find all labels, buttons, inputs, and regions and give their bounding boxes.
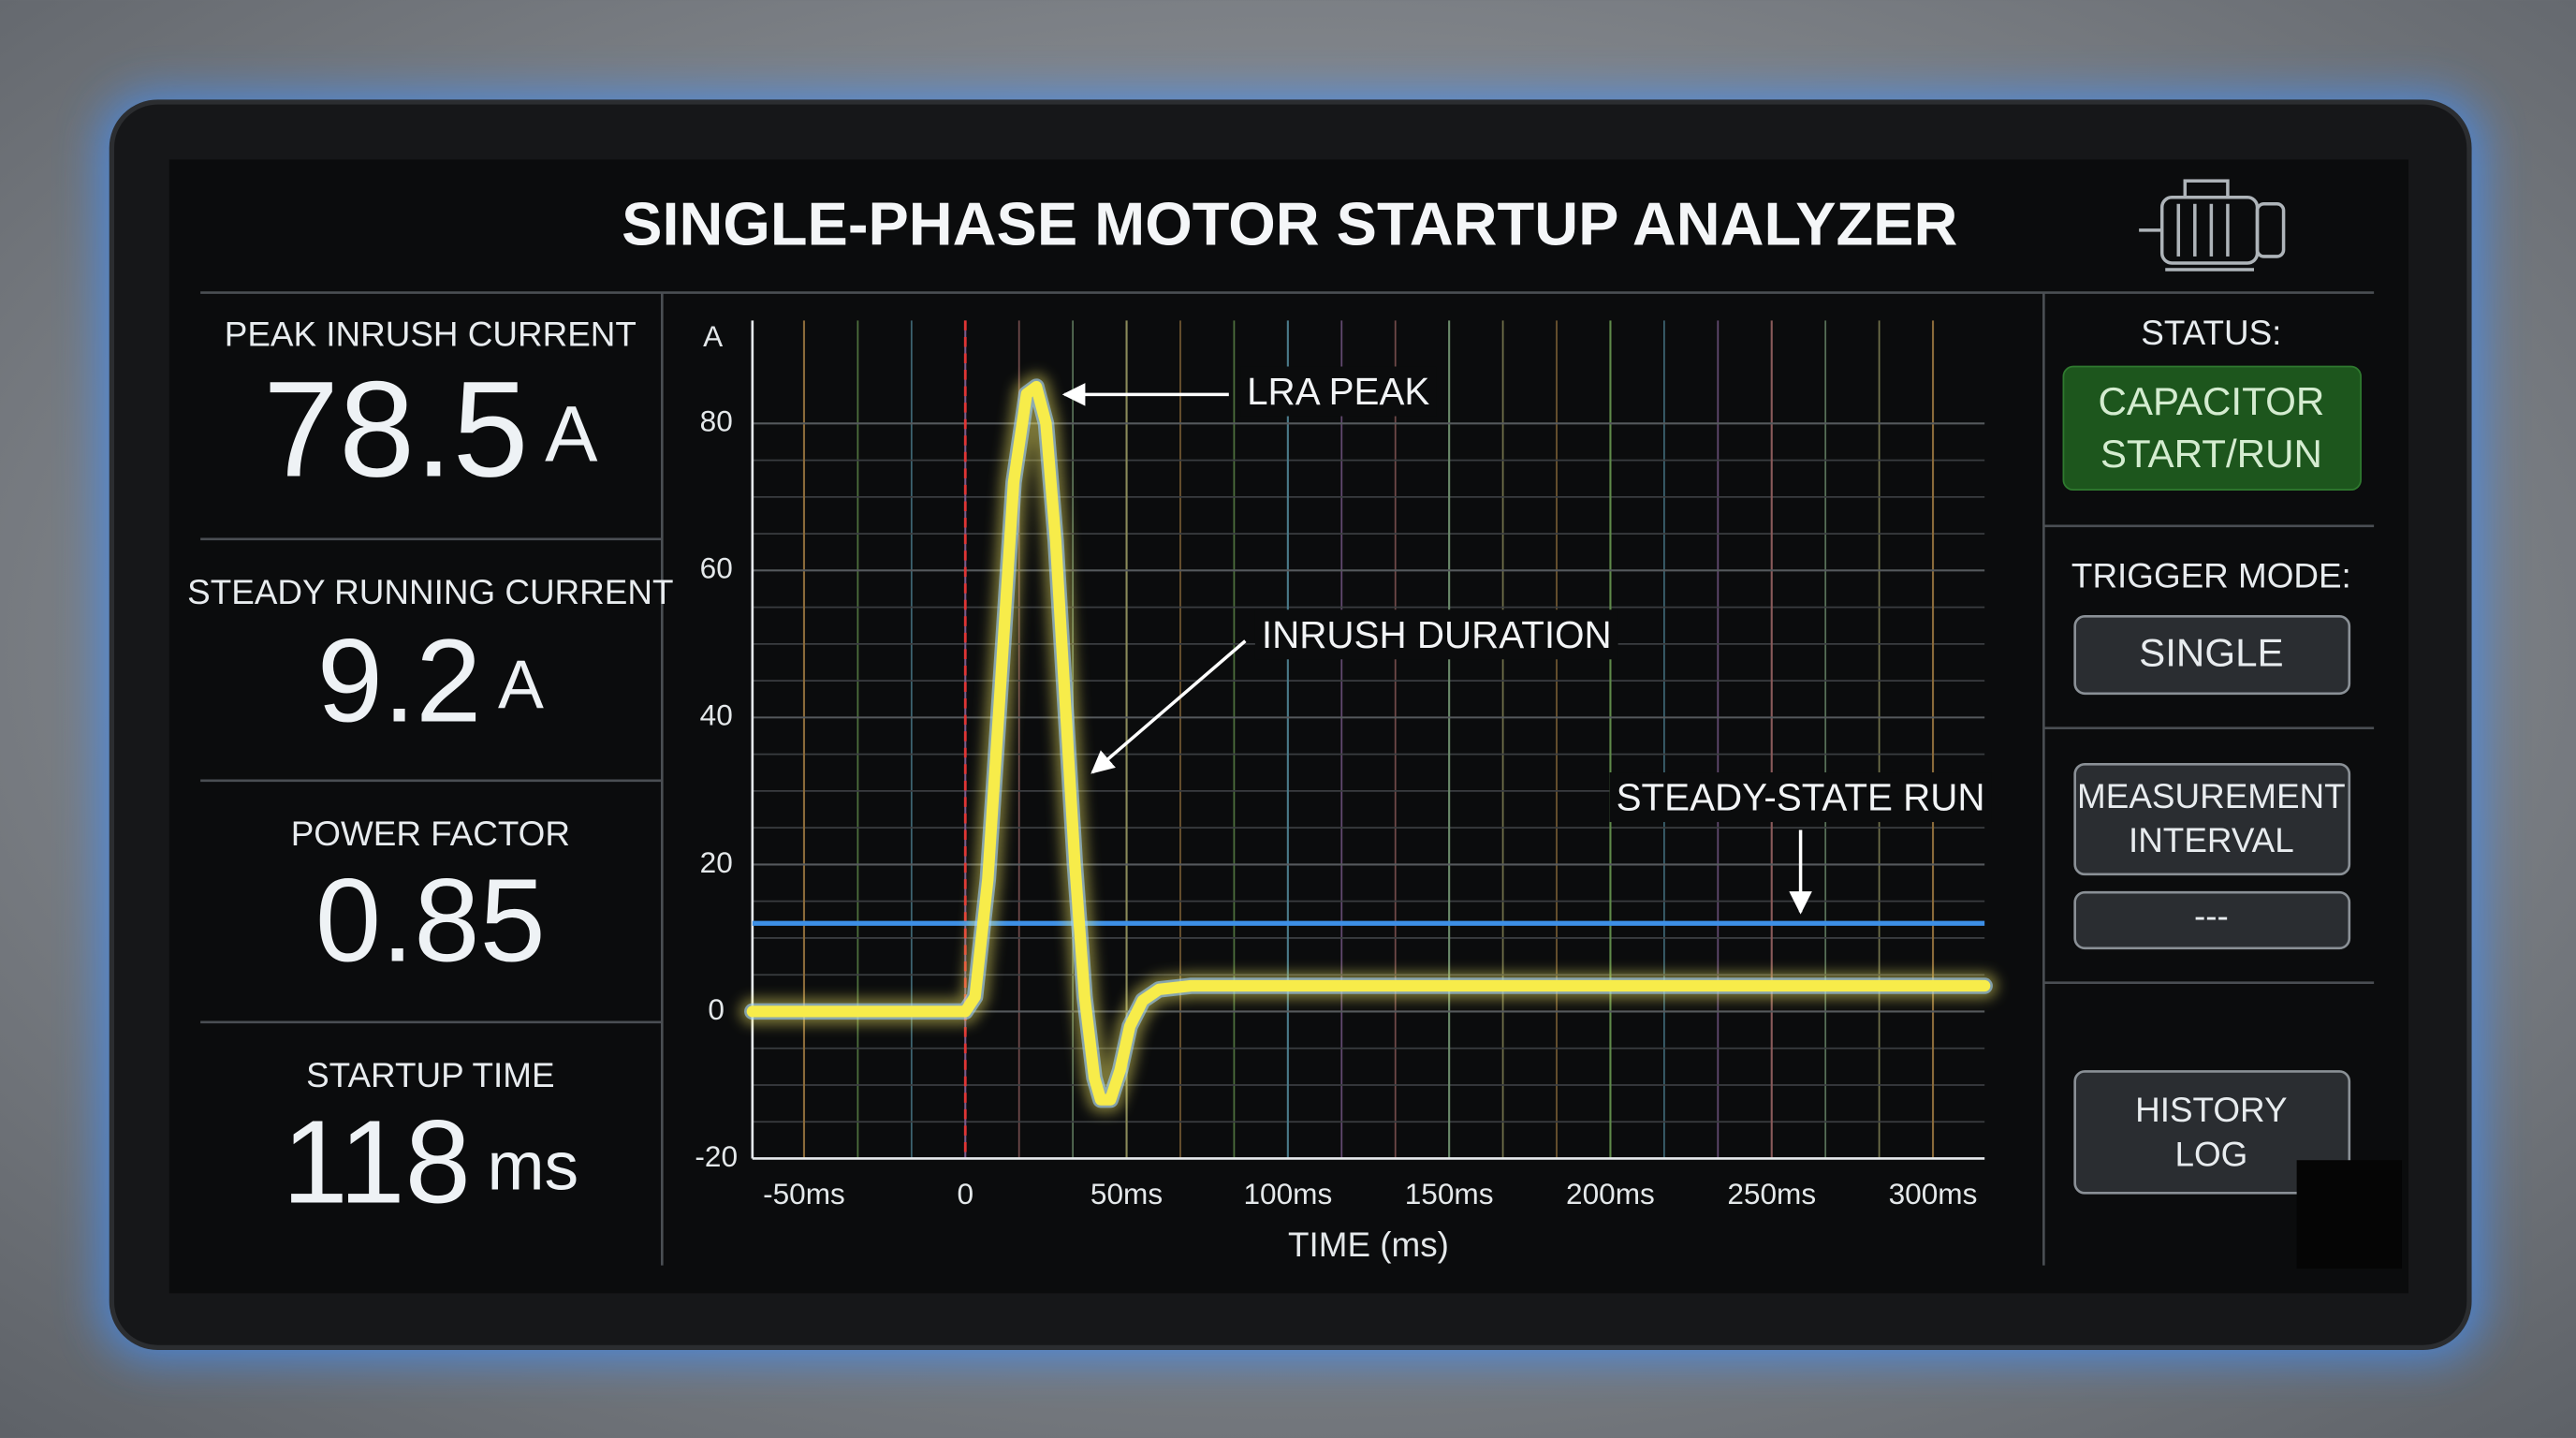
trigger-value: SINGLE	[2139, 631, 2283, 675]
interval-field[interactable]	[2073, 890, 2351, 950]
trigger-label: TRIGGER MODE:	[2071, 557, 2351, 595]
annotation: LRA PEAK	[1247, 370, 1429, 413]
x-tick-label: 50ms	[1090, 1177, 1163, 1211]
interval-label: INTERVAL	[2129, 821, 2294, 859]
y-tick-label: 40	[700, 698, 733, 732]
x-tick-label: 200ms	[1566, 1177, 1655, 1211]
annotation: STEADY-STATE RUN	[1617, 776, 1985, 819]
chart: -50ms 0 50ms 100ms 150ms 200ms 250ms 300ms -20 0 2…	[695, 319, 1998, 1264]
x-tick-label: 250ms	[1727, 1177, 1816, 1211]
y-tick-label: -20	[695, 1139, 738, 1173]
x-axis-label: TIME (ms)	[1288, 1225, 1449, 1264]
metric-label: POWER FACTOR	[291, 814, 570, 853]
y-tick-label: 80	[700, 404, 733, 438]
title: SINGLE-PHASE MOTOR STARTUP ANALYZER	[622, 189, 1957, 257]
metric-unit: A	[545, 390, 598, 478]
waveform	[746, 380, 1991, 1106]
annotation-bg	[1254, 609, 1618, 660]
metric-number: 118	[282, 1096, 470, 1228]
x-tick-label: 150ms	[1405, 1177, 1494, 1211]
x-tick-label: -50ms	[763, 1177, 845, 1211]
metric-value: 118 ms	[282, 1096, 578, 1228]
annotation: INRUSH DURATION	[1262, 613, 1612, 656]
y-axis-label: A	[703, 319, 723, 353]
status-label: STATUS:	[2141, 314, 2281, 352]
metric-number: 9.2	[317, 615, 482, 747]
metric-label: STARTUP TIME	[306, 1056, 554, 1094]
annotation-bg	[1609, 772, 1992, 823]
layout-lines	[200, 291, 2375, 1266]
history-label: HISTORY	[2135, 1091, 2287, 1129]
annotation-bg	[1240, 366, 1437, 417]
y-tick-label: 20	[700, 845, 733, 879]
interval-button[interactable]	[2073, 762, 2351, 876]
corner-block	[2296, 1160, 2402, 1269]
metric-unit: ms	[487, 1128, 578, 1205]
metric-unit: A	[498, 647, 544, 724]
motor-icon	[2139, 179, 2286, 271]
annotation-arrow	[1090, 639, 1247, 774]
history-label: LOG	[2174, 1135, 2247, 1173]
status-value: START/RUN	[2100, 432, 2322, 476]
x-tick-label: 0	[957, 1177, 973, 1211]
metric-label: PEAK INRUSH CURRENT	[225, 315, 637, 354]
trigger-button[interactable]	[2073, 614, 2351, 696]
metric-value: 0.85	[315, 855, 546, 987]
side-panel: STATUS: CAPACITOR START/RUN TRIGGER MODE…	[2062, 314, 2402, 1269]
x-tick-label: 100ms	[1243, 1177, 1332, 1211]
metric-value: 78.5 A	[263, 353, 598, 506]
interval-label: MEASUREMENT	[2077, 777, 2346, 815]
status-box	[2062, 365, 2362, 492]
metric-value: 9.2 A	[317, 615, 544, 747]
y-tick-label: 0	[708, 992, 724, 1026]
interval-value: ---	[2194, 897, 2229, 935]
metric-label: STEADY RUNNING CURRENT	[187, 573, 673, 611]
status-value: CAPACITOR	[2098, 379, 2324, 423]
y-tick-label: 60	[700, 551, 733, 585]
metric-number: 0.85	[315, 855, 546, 987]
metric-number: 78.5	[263, 353, 529, 506]
history-button[interactable]	[2073, 1070, 2351, 1195]
x-tick-label: 300ms	[1889, 1177, 1978, 1211]
